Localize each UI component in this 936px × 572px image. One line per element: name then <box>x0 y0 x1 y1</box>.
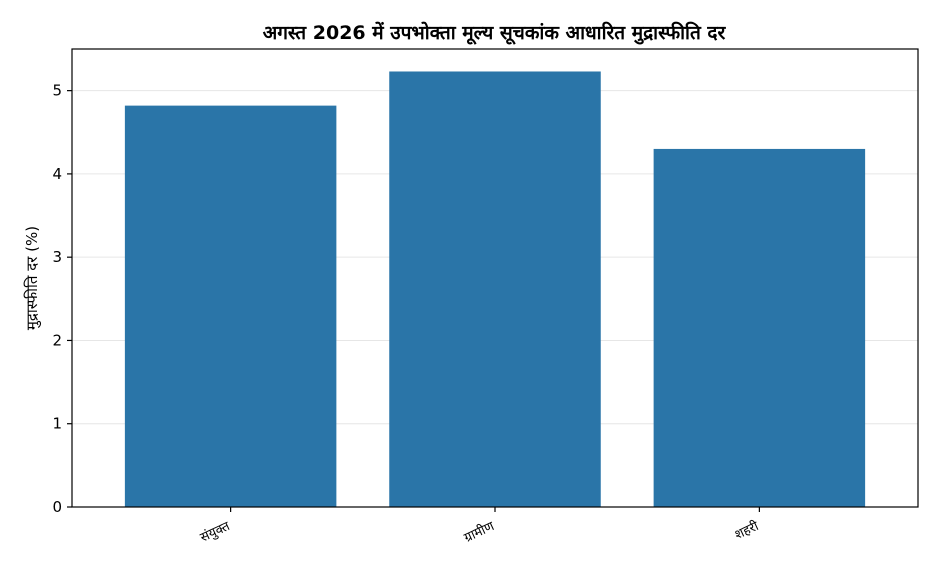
bars <box>124 71 866 507</box>
bar-1 <box>124 105 337 507</box>
y-axis-label: मुद्रास्फीति दर (%) <box>23 226 42 330</box>
bar-3 <box>653 148 866 507</box>
x-axis-ticks: संयुक्त ग्रामीण शहरी <box>198 507 762 546</box>
y-tick-label: 2 <box>52 331 62 349</box>
y-tick-label: 5 <box>52 82 62 100</box>
y-tick-label: 0 <box>52 498 62 516</box>
chart-title: अगस्त 2026 में उपभोक्ता मूल्य सूचकांक आध… <box>263 21 727 45</box>
y-axis-ticks: 0 1 2 3 4 5 <box>52 82 72 516</box>
bar-2 <box>389 71 601 507</box>
y-tick-label: 4 <box>52 165 62 183</box>
x-tick-label: शहरी <box>732 518 761 543</box>
x-tick-label: ग्रामीण <box>462 518 498 546</box>
x-tick-label: संयुक्त <box>198 519 233 546</box>
y-tick-label: 3 <box>52 248 62 266</box>
y-tick-label: 1 <box>52 415 62 433</box>
